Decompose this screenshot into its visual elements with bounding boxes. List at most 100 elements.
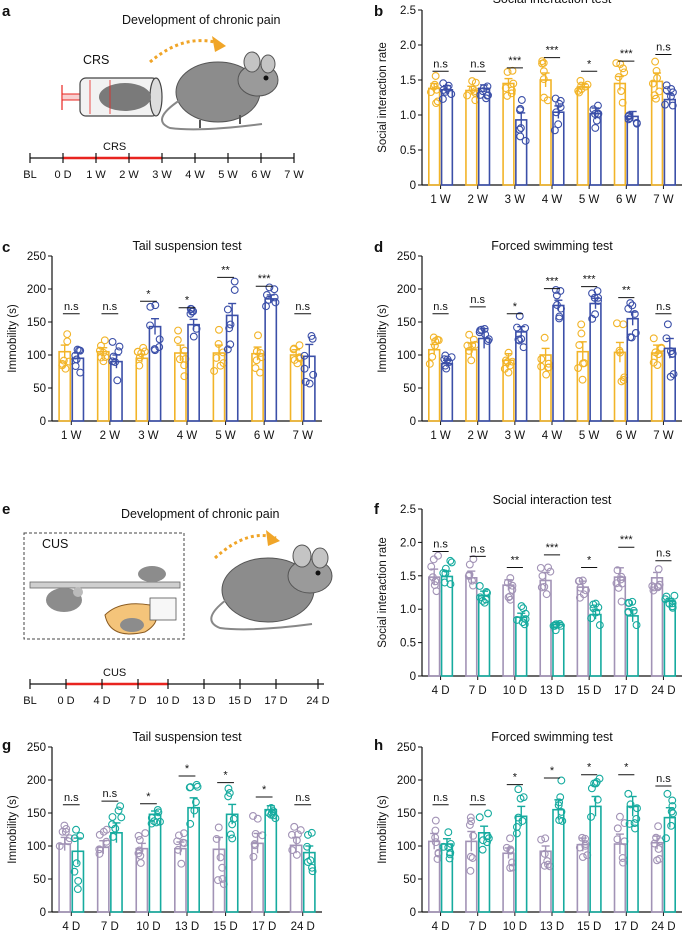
data-point: [210, 367, 219, 375]
significance-label: n.s: [64, 792, 79, 804]
data-point: [115, 342, 124, 351]
data-point: [431, 833, 440, 842]
x-tick-label: 5 W: [579, 194, 600, 206]
bar-control: [576, 843, 589, 913]
data-point: [225, 324, 234, 333]
x-tick-label: 3 W: [505, 194, 526, 206]
data-point: [578, 853, 587, 861]
x-tick-label: 7 W: [653, 430, 674, 442]
data-point: [649, 586, 658, 595]
data-point: [294, 830, 302, 839]
panel-h-label: h: [374, 737, 383, 754]
bar-control: [427, 576, 441, 677]
significance-label: n.s: [433, 58, 448, 70]
data-point: [74, 876, 83, 885]
data-point: [431, 816, 440, 825]
y-tick-label: 1.0: [400, 604, 416, 616]
data-point: [506, 595, 515, 604]
data-point: [76, 368, 85, 377]
data-point: [445, 854, 454, 863]
data-point: [70, 834, 79, 843]
bar-control: [650, 577, 664, 677]
data-point: [508, 585, 517, 594]
bar-control: [539, 79, 552, 186]
data-point: [430, 80, 439, 89]
data-point: [591, 310, 600, 319]
data-point: [613, 566, 622, 575]
data-point: [619, 320, 628, 329]
data-point: [467, 356, 476, 365]
panel-e-label: e: [2, 501, 10, 518]
data-point: [668, 101, 677, 110]
data-point: [669, 809, 677, 818]
data-point: [150, 817, 159, 826]
data-point: [515, 336, 524, 345]
data-point: [650, 91, 659, 100]
data-point: [587, 784, 596, 793]
data-point: [189, 332, 198, 341]
data-point: [431, 337, 440, 346]
data-point: [593, 110, 602, 119]
data-point: [633, 804, 641, 813]
x-tick-label: 17 D: [252, 921, 276, 933]
y-tick-label: 0.5: [400, 145, 416, 157]
data-point: [540, 582, 549, 591]
data-point: [465, 560, 474, 569]
data-point: [262, 291, 271, 299]
data-point: [181, 355, 190, 363]
data-point: [465, 346, 473, 355]
data-point: [290, 822, 299, 831]
x-tick-label: 24 D: [651, 921, 675, 933]
data-point: [552, 291, 561, 300]
data-point: [668, 599, 677, 608]
panel-a-label: a: [2, 3, 11, 20]
x-tick-label: 6 W: [616, 194, 637, 206]
bar-cus: [148, 813, 162, 913]
data-point: [256, 348, 265, 357]
data-point: [537, 362, 546, 371]
data-point: [309, 370, 318, 379]
data-point: [616, 575, 625, 584]
data-point: [503, 578, 512, 587]
x-tick-label: 7 D: [101, 921, 119, 933]
data-point: [517, 602, 526, 611]
data-point: [624, 304, 633, 313]
x-tick-label: 3 W: [505, 430, 526, 442]
crs-device-label: CRS: [83, 53, 109, 67]
significance-label: n.s: [470, 543, 485, 555]
data-point: [224, 784, 233, 793]
data-point: [108, 337, 117, 346]
significance-label: *: [587, 762, 592, 774]
panel-h-chart: h Forced swimming test 0 50 100 150 200 250 Imm…: [374, 730, 682, 933]
data-point: [466, 866, 475, 875]
data-point: [63, 337, 72, 346]
data-point: [95, 845, 104, 854]
data-point: [481, 595, 490, 604]
y-tick-label: 150: [397, 808, 416, 820]
data-point: [439, 842, 448, 851]
data-point: [625, 819, 634, 828]
panel-b-chart: b Social interaction test 0 0.5 1.0 1.5 2.0 2.…: [374, 0, 682, 206]
data-point: [627, 333, 636, 342]
x-tick-label: 4 W: [542, 194, 563, 206]
y-tick-label: 250: [397, 742, 416, 754]
data-point: [613, 835, 622, 844]
data-point: [648, 79, 657, 88]
data-point: [578, 375, 587, 384]
data-point: [581, 82, 590, 91]
significance-label: *: [146, 791, 151, 803]
data-point: [114, 347, 123, 356]
data-point: [441, 564, 450, 573]
bar-control: [613, 351, 627, 422]
data-point: [620, 68, 629, 77]
x-tick-label: 13 D: [540, 921, 564, 933]
x-tick-label: 1 W: [61, 430, 82, 442]
data-point: [617, 377, 626, 386]
data-point: [482, 587, 491, 596]
data-point: [574, 364, 583, 372]
data-point: [59, 356, 68, 365]
panel-g-chart: g Tail suspension test 0 50 100 150 200 250 Imm…: [2, 730, 322, 933]
significance-label: *: [624, 762, 629, 774]
data-point: [293, 359, 302, 368]
data-point: [223, 305, 232, 314]
